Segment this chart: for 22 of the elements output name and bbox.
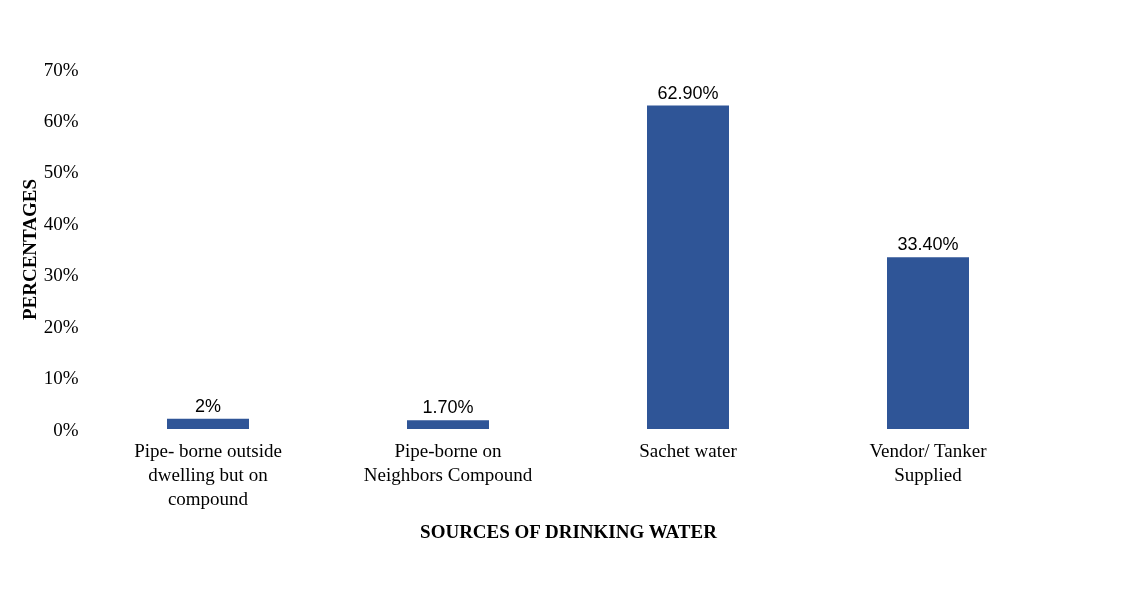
data-label: 62.90% xyxy=(657,82,719,103)
y-axis-title: PERCENTAGES xyxy=(18,178,40,321)
y-tick-label: 30% xyxy=(43,264,79,286)
y-tick-label: 10% xyxy=(43,367,79,389)
bar xyxy=(887,257,969,429)
data-label: 33.40% xyxy=(897,234,959,255)
x-tick-label: Pipe- borne outside dwelling but on compound xyxy=(134,439,282,509)
y-tick-label: 0% xyxy=(53,418,79,440)
y-tick-label: 20% xyxy=(43,315,79,337)
bar xyxy=(407,420,489,429)
y-tick-label: 60% xyxy=(43,109,79,131)
bar xyxy=(647,105,729,429)
data-label: 1.70% xyxy=(422,397,474,418)
y-tick-label: 70% xyxy=(43,58,79,80)
bar xyxy=(167,418,249,429)
x-axis-title: SOURCES OF DRINKING WATER xyxy=(420,520,718,542)
data-label: 2% xyxy=(194,395,222,416)
x-tick-label: Sachet water xyxy=(639,439,738,461)
x-tick-label: Pipe-borne on Neighbors Compound xyxy=(363,439,533,485)
y-tick-label: 50% xyxy=(43,161,79,183)
y-tick-label: 40% xyxy=(43,212,79,234)
x-tick-label: Vendor/ Tanker Supplied xyxy=(869,439,988,485)
